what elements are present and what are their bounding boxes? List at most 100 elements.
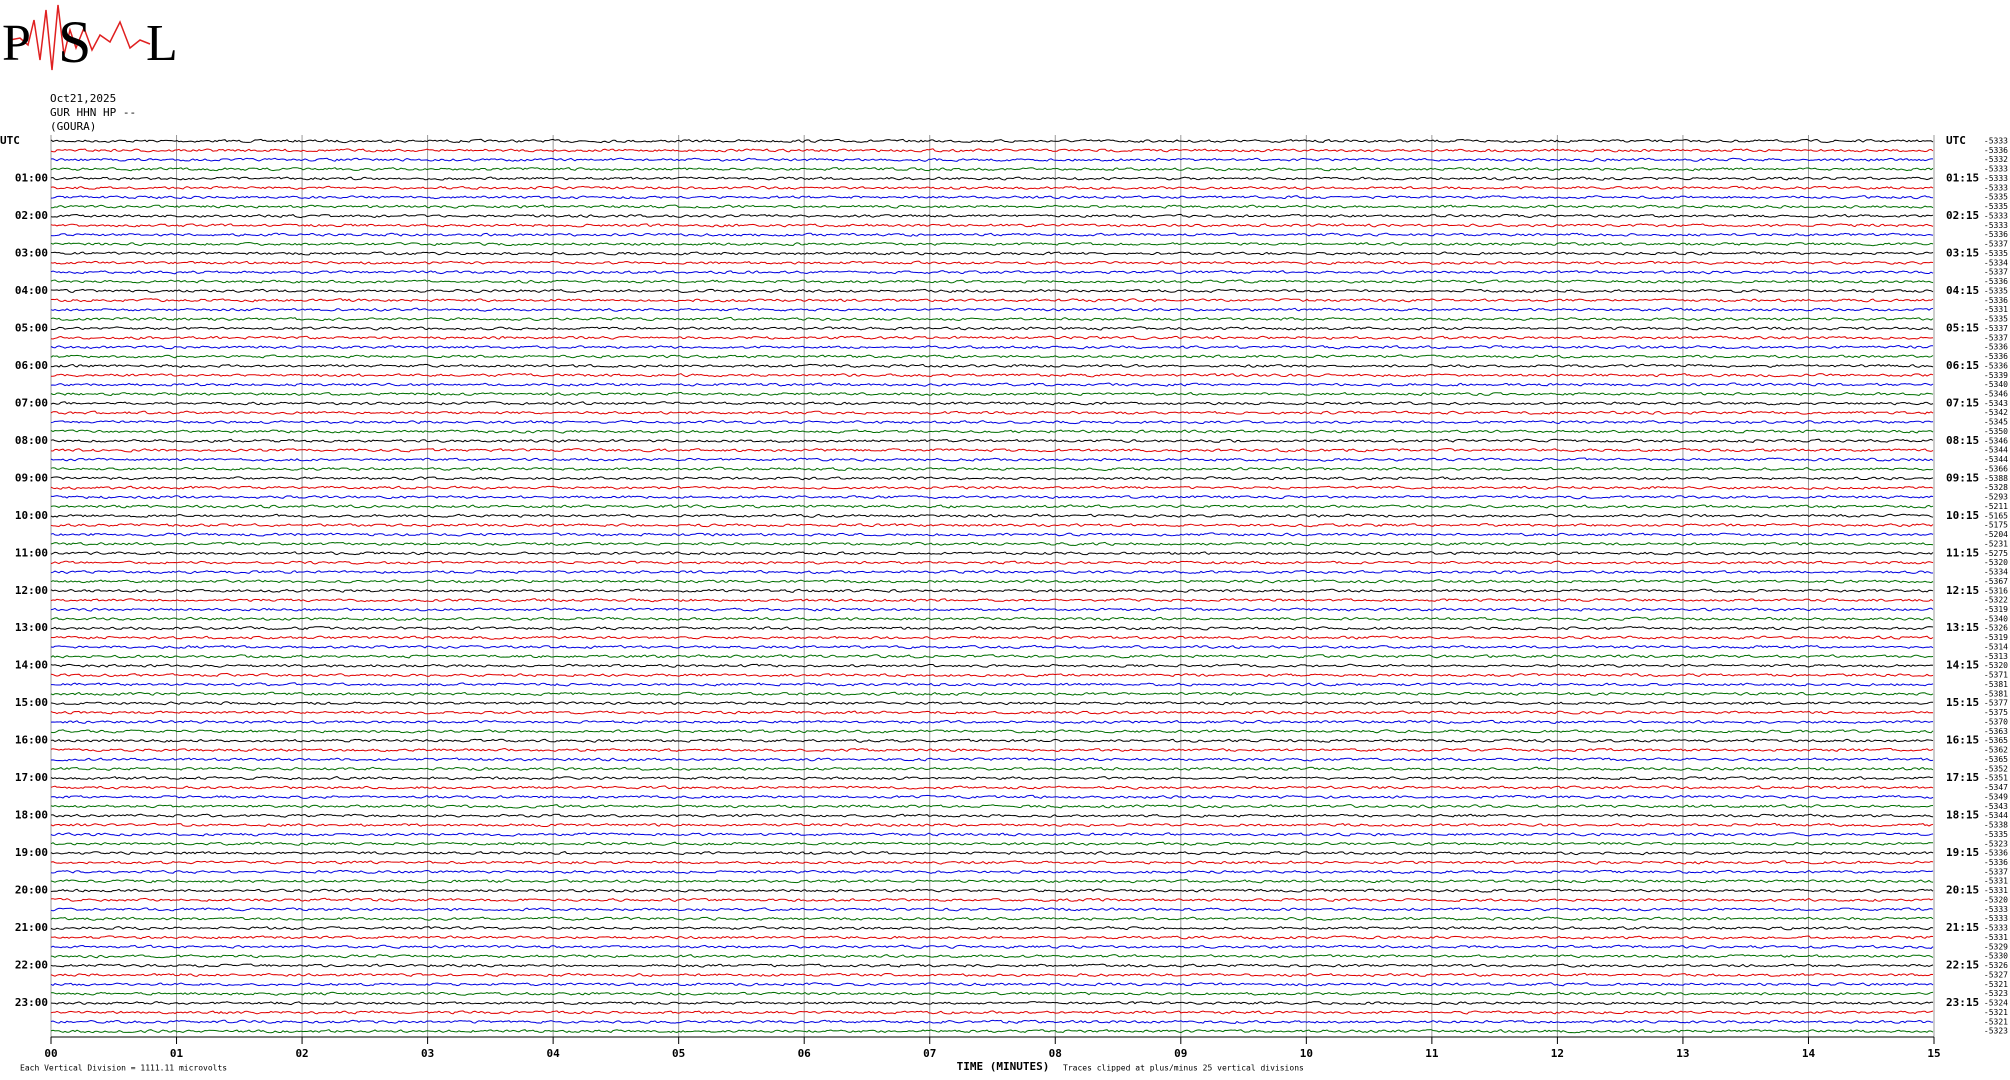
right-time-label: 04:15: [1946, 284, 1979, 297]
trace: [50, 354, 1934, 359]
trace: [50, 429, 1934, 434]
trace: [50, 982, 1934, 987]
row-value: -5323: [1984, 1027, 2008, 1036]
row-value: -5343: [1984, 802, 2008, 811]
trace: [50, 935, 1934, 940]
row-value: -5336: [1984, 361, 2008, 370]
row-value: -5337: [1984, 240, 2008, 249]
row-value: -5344: [1984, 811, 2008, 820]
row-value: -5366: [1984, 464, 2008, 473]
trace: [51, 682, 1934, 687]
trace: [50, 954, 1934, 959]
trace: [50, 785, 1934, 790]
trace: [50, 1000, 1934, 1006]
row-value: -5316: [1984, 586, 2008, 595]
trace: [50, 832, 1934, 837]
row-value: -5324: [1984, 999, 2008, 1008]
row-value: -5320: [1984, 558, 2008, 567]
row-value: -5330: [1984, 952, 2008, 961]
trace: [50, 204, 1934, 209]
trace: [50, 138, 1934, 144]
x-tick-label: 12: [1551, 1047, 1564, 1060]
row-value: -5352: [1984, 764, 2008, 773]
left-time-label: 02:00: [15, 209, 48, 222]
row-value: -5335: [1984, 202, 2008, 211]
row-value: -5336: [1984, 849, 2008, 858]
trace: [50, 298, 1934, 303]
trace: [50, 944, 1934, 949]
right-time-label: 18:15: [1946, 809, 1979, 822]
logo-wave: [9, 4, 151, 71]
x-tick-label: 07: [923, 1047, 936, 1060]
trace: [50, 401, 1934, 406]
right-time-label: 06:15: [1946, 359, 1979, 372]
row-value: -5365: [1984, 755, 2008, 764]
row-value: -5388: [1984, 474, 2008, 483]
trace: [50, 925, 1934, 931]
scale-note: Each Vertical Division = 1111.11 microvo…: [20, 1064, 227, 1073]
row-value: -5314: [1984, 642, 2008, 651]
right-time-label: 09:15: [1946, 471, 1979, 484]
trace: [50, 869, 1934, 874]
trace: [50, 897, 1934, 903]
row-value: -5371: [1984, 671, 2008, 680]
right-time-label: 19:15: [1946, 846, 1979, 859]
x-tick-label: 00: [44, 1047, 57, 1060]
right-time-label: 01:15: [1946, 171, 1979, 184]
trace: [50, 326, 1934, 331]
trace: [50, 888, 1934, 893]
right-time-label: 05:15: [1946, 321, 1979, 334]
trace: [50, 607, 1934, 612]
trace: [50, 504, 1934, 509]
left-time-label: 22:00: [15, 959, 48, 972]
row-value: -5339: [1984, 371, 2008, 380]
right-time-label: 07:15: [1946, 396, 1979, 409]
trace: [50, 747, 1934, 753]
row-value: -5370: [1984, 717, 2008, 726]
trace: [50, 513, 1934, 518]
trace: [50, 757, 1934, 762]
row-value: -5351: [1984, 774, 2008, 783]
row-value: -5346: [1984, 389, 2008, 398]
left-time-label: 18:00: [15, 809, 48, 822]
row-value: -5333: [1984, 211, 2008, 220]
row-value: -5335: [1984, 249, 2008, 258]
row-value: -5336: [1984, 277, 2008, 286]
clip-note: Traces clipped at plus/minus 25 vertical…: [1063, 1064, 1304, 1073]
row-value: -5322: [1984, 596, 2008, 605]
trace: [50, 841, 1934, 846]
left-time-label: 04:00: [15, 284, 48, 297]
trace: [50, 288, 1934, 294]
right-time-label: 17:15: [1946, 771, 1979, 784]
left-time-label: 23:00: [15, 996, 48, 1009]
row-value: -5336: [1984, 146, 2008, 155]
trace: [50, 569, 1933, 575]
row-value: -5326: [1984, 624, 2008, 633]
trace: [50, 963, 1934, 968]
logo-letter: P: [2, 15, 31, 72]
trace: [50, 719, 1934, 725]
trace: [50, 541, 1934, 547]
row-value: -5319: [1984, 605, 2008, 614]
row-value: -5313: [1984, 652, 2008, 661]
row-value: -5342: [1984, 408, 2008, 417]
row-value: -5275: [1984, 549, 2008, 558]
trace: [50, 410, 1934, 415]
right-time-label: UTC: [1946, 134, 1966, 147]
left-time-label: 11:00: [15, 546, 48, 559]
trace: [50, 167, 1934, 172]
trace: [50, 1010, 1934, 1015]
trace: [50, 813, 1934, 818]
right-time-label: 02:15: [1946, 209, 1979, 222]
right-time-label: 20:15: [1946, 884, 1979, 897]
trace: [50, 879, 1934, 884]
trace: [50, 457, 1934, 462]
row-value: -5336: [1984, 230, 2008, 239]
channel: GUR HHN HP --: [50, 106, 136, 119]
trace: [50, 260, 1934, 265]
row-value: -5321: [1984, 1017, 2008, 1026]
trace: [50, 476, 1934, 481]
trace: [50, 447, 1934, 453]
row-value: -5345: [1984, 418, 2008, 427]
